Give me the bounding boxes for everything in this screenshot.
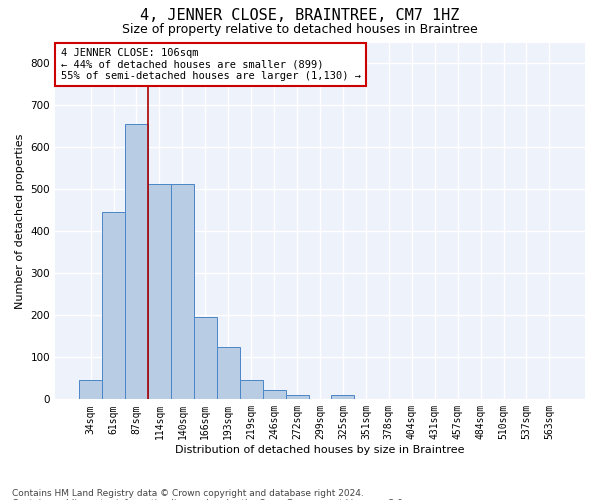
Bar [263,390,286,400]
Bar [125,124,148,400]
Bar [286,395,308,400]
Bar [331,395,355,400]
Bar [79,380,102,400]
Bar [217,347,240,400]
Text: Contains public sector information licensed under the Open Government Licence v3: Contains public sector information licen… [12,498,406,500]
X-axis label: Distribution of detached houses by size in Braintree: Distribution of detached houses by size … [175,445,465,455]
Text: 4 JENNER CLOSE: 106sqm
← 44% of detached houses are smaller (899)
55% of semi-de: 4 JENNER CLOSE: 106sqm ← 44% of detached… [61,48,361,82]
Text: Size of property relative to detached houses in Braintree: Size of property relative to detached ho… [122,22,478,36]
Y-axis label: Number of detached properties: Number of detached properties [15,133,25,308]
Bar [171,184,194,400]
Text: Contains HM Land Registry data © Crown copyright and database right 2024.: Contains HM Land Registry data © Crown c… [12,488,364,498]
Bar [148,184,171,400]
Bar [240,380,263,400]
Text: 4, JENNER CLOSE, BRAINTREE, CM7 1HZ: 4, JENNER CLOSE, BRAINTREE, CM7 1HZ [140,8,460,22]
Bar [194,317,217,400]
Bar [102,212,125,400]
